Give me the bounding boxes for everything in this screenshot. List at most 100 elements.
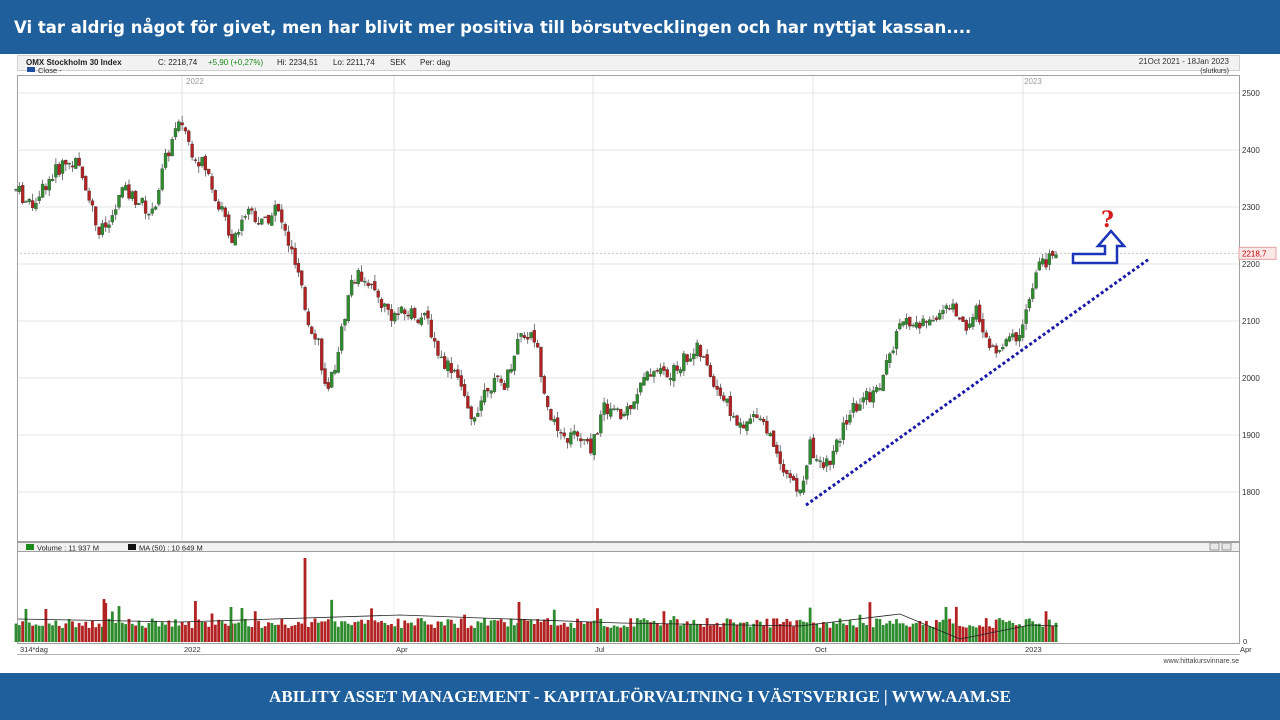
candle-body: [486, 387, 490, 392]
volume-bar: [901, 623, 905, 642]
candle-body: [761, 418, 766, 422]
price-tick-label: 2400: [1242, 146, 1260, 155]
candle-body: [848, 414, 852, 423]
volume-bar: [792, 626, 795, 642]
volume-bar: [243, 618, 247, 642]
candle-body: [642, 377, 646, 386]
candle-body: [177, 121, 181, 131]
candle-body: [276, 203, 281, 212]
volume-spike: [229, 607, 233, 642]
candle-body: [167, 152, 171, 157]
candle-body: [884, 360, 889, 375]
candle-body: [1041, 258, 1045, 265]
year-label-2023: 2023: [1024, 77, 1042, 86]
candle-body: [104, 222, 108, 228]
candle-body: [791, 476, 796, 481]
volume-series: [14, 558, 1059, 642]
volume-bar: [147, 623, 151, 642]
volume-bar: [114, 622, 118, 642]
price-panel-border: [17, 75, 1240, 542]
candle-body: [197, 162, 201, 167]
volume-bar: [559, 624, 563, 642]
volume-bar: [77, 623, 81, 642]
candle-body: [386, 304, 390, 310]
close-legend-swatch: [27, 67, 35, 72]
volume-bar: [606, 626, 609, 642]
volume-bar: [549, 624, 553, 642]
volume-bar: [509, 618, 513, 642]
candle-body: [416, 319, 420, 323]
candle-body: [20, 185, 25, 203]
candle-body: [944, 305, 949, 309]
candle-body: [366, 282, 370, 286]
candle-body: [612, 408, 616, 410]
volume-bar: [390, 623, 393, 642]
volume-bar: [964, 627, 968, 642]
volume-bar: [612, 625, 616, 642]
candle-body: [1037, 261, 1042, 271]
volume-bar: [469, 625, 473, 642]
volume-bar: [709, 625, 712, 642]
volume-bar: [140, 625, 144, 642]
volume-bar: [363, 623, 367, 642]
volume-bar: [190, 627, 194, 642]
volume-bar: [682, 623, 686, 642]
volume-bar: [758, 621, 762, 642]
candle-body: [914, 322, 919, 328]
candle-body: [306, 311, 311, 326]
candle-body: [672, 365, 676, 382]
candle-body: [163, 152, 168, 168]
candle-body: [785, 470, 789, 474]
volume-bar: [652, 620, 656, 642]
volume-bar: [443, 625, 447, 642]
candle-body: [1027, 299, 1032, 309]
candle-body: [260, 218, 264, 225]
range-note: (slutkurs): [1200, 68, 1229, 75]
volume-bar: [692, 619, 696, 642]
volume-bar: [968, 625, 972, 642]
volume-bar: [463, 614, 466, 642]
candlestick-series: [14, 115, 1058, 497]
candle-body: [330, 371, 334, 388]
volume-bar: [423, 621, 427, 642]
volume-bar: [499, 619, 503, 642]
volume-bar: [227, 625, 231, 642]
candle-body: [522, 335, 527, 339]
candle-body: [160, 168, 164, 190]
volume-bar: [765, 618, 769, 642]
index-name: OMX Stockholm 30 Index: [26, 58, 122, 67]
candle-body: [449, 363, 453, 374]
dotted-trendline: [805, 257, 1151, 507]
candle-body: [622, 413, 626, 417]
candle-body: [127, 184, 131, 199]
volume-bar: [270, 623, 274, 642]
volume-bar: [838, 618, 842, 642]
volume-bar: [928, 626, 932, 642]
candle-body: [751, 413, 756, 417]
volume-bar: [84, 621, 88, 642]
volume-bar: [828, 627, 832, 642]
volume-bar: [476, 621, 480, 642]
candle-body: [705, 354, 709, 366]
volume-bar: [167, 620, 171, 642]
candle-body: [369, 283, 374, 286]
volume-bar: [383, 622, 387, 642]
volume-bar: [848, 620, 852, 642]
candle-body: [585, 438, 590, 442]
volume-bar: [596, 608, 599, 642]
volume-bar: [306, 626, 310, 642]
panel-zoom-icon: [1209, 542, 1220, 551]
volume-bar: [479, 622, 483, 642]
candle-body: [562, 432, 566, 437]
candle-body: [1024, 309, 1028, 324]
candle-body: [426, 310, 430, 319]
volume-bar: [110, 611, 114, 642]
volume-bar: [34, 624, 38, 642]
candle-body: [994, 345, 998, 354]
volume-bar: [187, 621, 191, 642]
candle-body: [901, 321, 905, 326]
volume-bar: [675, 619, 679, 642]
volume-bar: [150, 618, 154, 642]
candle-body: [712, 376, 716, 387]
candle-body: [738, 422, 742, 428]
